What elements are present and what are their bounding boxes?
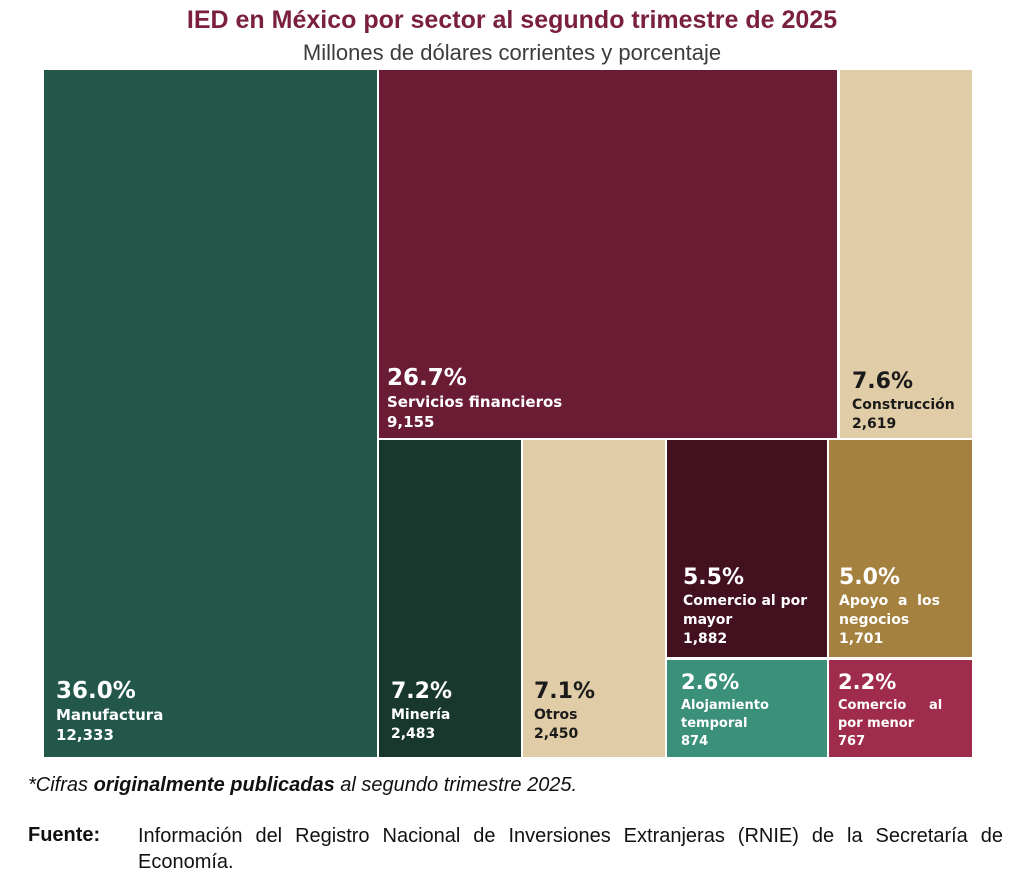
tile-rect [829,440,972,657]
treemap-tile-construccion: 7.6% Construcción 2,619 [840,70,972,438]
treemap-tile-mineria: 7.2% Minería 2,483 [379,440,521,757]
tile-percentage: 5.0% [839,565,900,590]
tile-name: Alojamiento [681,698,769,713]
tile-percentage: 2.2% [838,670,896,694]
tile-name: negocios [839,612,909,628]
tile-name: Otros [534,707,577,723]
tile-name: Minería [391,707,450,723]
tile-percentage: 7.1% [534,679,595,704]
tile-value: 1,701 [839,631,883,647]
source-text: Información del Registro Nacional de Inv… [138,825,1003,873]
chart-title: IED en México por sector al segundo trim… [186,6,838,34]
tile-value: 2,619 [852,416,896,432]
tile-value: 9,155 [387,413,434,431]
footnote-bold: originalmente publicadas [93,774,335,796]
footnote-suffix: al segundo trimestre 2025. [334,774,578,796]
tile-rect [379,440,521,757]
source-note: Fuente: Información del Registro Naciona… [28,824,1003,875]
tile-name: por menor [838,716,915,731]
tile-value: 1,882 [683,631,727,647]
footnote-prefix: *Cifras [28,774,94,796]
tile-name: mayor [683,612,732,628]
tile-percentage: 5.5% [683,565,744,590]
tile-value: 874 [681,734,708,749]
tile-rect [667,660,827,757]
source-label: Fuente: [28,824,101,846]
tile-name: temporal [681,716,747,731]
treemap-tile-comercio-al-por-menor: 2.2% Comercio al por menor 767 [829,660,972,757]
chart-subtitle: Millones de dólares corrientes y porcent… [302,40,722,65]
tile-value: 2,483 [391,726,435,742]
tile-name: Servicios financieros [387,393,562,411]
tile-value: 2,450 [534,726,579,742]
tile-rect [379,70,837,438]
tile-rect [523,440,665,757]
tile-value: 767 [838,734,865,749]
tile-percentage: 7.6% [852,369,913,394]
footnote: *Cifras originalmente publicadas al segu… [28,774,577,797]
treemap-tile-apoyo-a-los-negocios: 5.0% Apoyo a los negocios 1,701 [829,440,972,657]
treemap-chart: 36.0% Manufactura 12,333 26.7% Servicios fin… [44,70,972,757]
tile-percentage: 26.7% [387,365,467,391]
tile-name: Construcción [852,397,955,413]
tile-rect [667,440,827,657]
tile-percentage: 7.2% [391,679,452,704]
tile-rect [829,660,972,757]
tile-name: Comercio al [838,698,942,713]
treemap-tile-comercio-al-por-mayor: 5.5% Comercio al por mayor 1,882 [667,440,827,657]
treemap-tile-otros: 7.1% Otros 2,450 [523,440,665,757]
tile-rect [44,70,377,757]
tile-value: 12,333 [56,726,114,744]
tile-rect [840,70,972,438]
treemap-tile-servicios-financieros: 26.7% Servicios financieros 9,155 [379,70,837,438]
tile-percentage: 36.0% [56,678,136,704]
tile-name: Comercio al por [683,593,807,609]
tile-percentage: 2.6% [681,670,739,694]
treemap-tile-manufactura: 36.0% Manufactura 12,333 [44,70,377,757]
treemap-tile-alojamiento-temporal: 2.6% Alojamiento temporal 874 [667,660,827,757]
tile-name: Apoyo a los [839,593,940,609]
tile-name: Manufactura [56,706,163,724]
